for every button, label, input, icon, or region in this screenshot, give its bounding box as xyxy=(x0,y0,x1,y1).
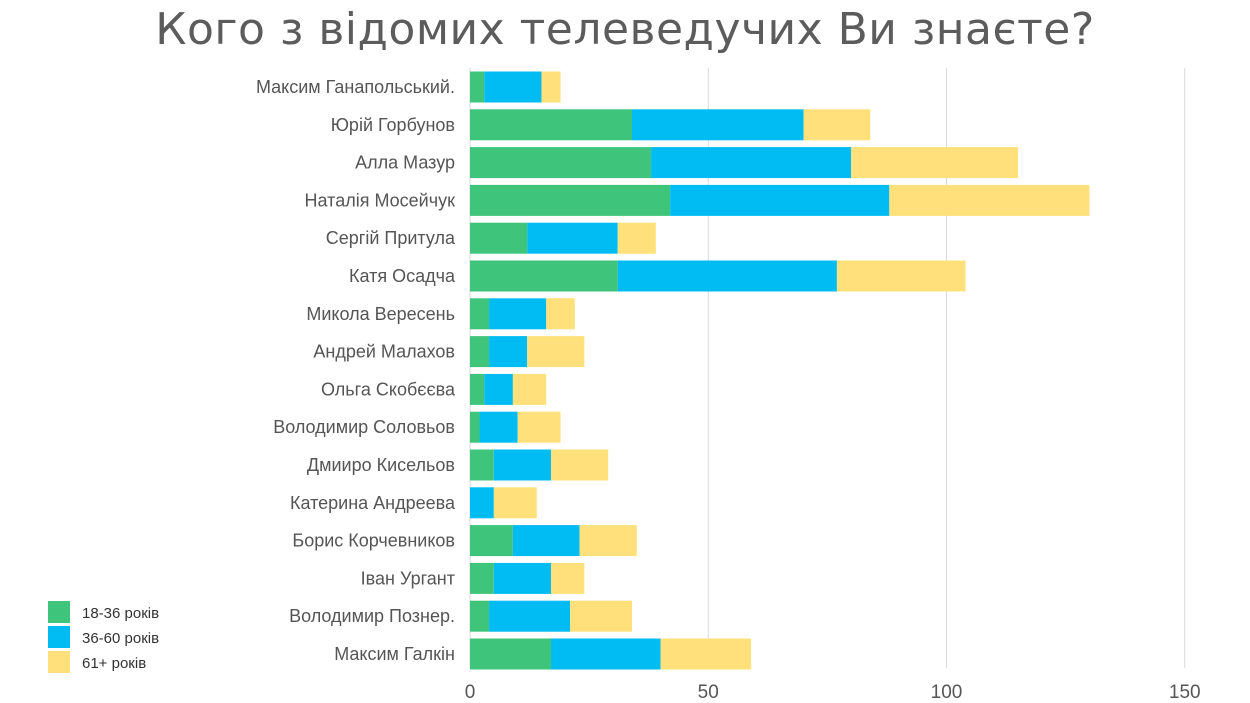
bar-segment-3 xyxy=(541,71,561,103)
bars xyxy=(470,71,1090,670)
bar-segment-2 xyxy=(512,525,580,557)
bar-segment-1 xyxy=(470,600,490,632)
category-label: Микола Вересень xyxy=(306,304,455,324)
bar-segment-1 xyxy=(470,562,494,594)
bar-segment-3 xyxy=(579,525,637,557)
bar-segment-1 xyxy=(470,222,528,254)
legend-label: 61+ років xyxy=(82,655,146,672)
category-label: Борис Корчевников xyxy=(292,531,455,551)
legend-swatch xyxy=(48,626,70,648)
bar-segment-3 xyxy=(517,411,561,443)
bar-segment-3 xyxy=(660,638,752,670)
bar-segment-1 xyxy=(470,336,490,368)
bar-segment-3 xyxy=(617,222,656,254)
category-label: Максим Галкін xyxy=(334,644,455,664)
bar-segment-1 xyxy=(470,184,671,216)
legend-swatch xyxy=(48,651,70,673)
bar-segment-1 xyxy=(470,638,552,670)
category-label: Сергій Притула xyxy=(326,228,456,248)
bar-segment-2 xyxy=(484,71,542,103)
legend-label: 18-36 років xyxy=(82,605,159,622)
bar-segment-2 xyxy=(651,147,852,179)
category-label: Іван Ургант xyxy=(361,568,455,588)
category-label: Максим Ганапольський. xyxy=(256,77,455,97)
category-label: Володимир Познер. xyxy=(289,606,455,626)
bar-segment-2 xyxy=(489,336,528,368)
legend-label: 36-60 років xyxy=(82,630,159,647)
bar-segment-2 xyxy=(527,222,618,254)
category-label: Андрей Малахов xyxy=(313,342,455,362)
bar-segment-3 xyxy=(803,109,871,141)
bar-segment-2 xyxy=(632,109,804,141)
x-tick-label: 100 xyxy=(931,682,963,703)
category-label: Дмииро Кисельов xyxy=(307,455,455,475)
bar-segment-1 xyxy=(470,449,494,481)
category-label: Катя Осадча xyxy=(349,266,456,286)
bar-segment-3 xyxy=(551,562,585,594)
x-tick-label: 150 xyxy=(1169,682,1201,703)
chart-title: Кого з відомих телеведучих Ви знаєте? xyxy=(155,4,1095,55)
bar-segment-1 xyxy=(470,411,480,443)
x-axis-ticks: 0 50 100 150 xyxy=(465,682,1201,703)
bar-segment-2 xyxy=(489,600,571,632)
bar-segment-3 xyxy=(551,449,609,481)
bar-segment-2 xyxy=(617,260,837,292)
bar-segment-3 xyxy=(527,336,585,368)
bar-segment-3 xyxy=(512,373,547,405)
category-label: Юрій Горбунов xyxy=(331,115,455,135)
bar-segment-2 xyxy=(489,298,547,330)
bar-segment-1 xyxy=(470,373,485,405)
bar-segment-3 xyxy=(851,147,1018,179)
category-label: Наталія Мосейчук xyxy=(305,190,456,210)
bar-segment-1 xyxy=(470,525,513,557)
category-labels: Максим Ганапольський. Юрій Горбунов Алла М… xyxy=(256,77,456,664)
bar-segment-1 xyxy=(470,147,652,179)
bar-segment-3 xyxy=(570,600,633,632)
legend-swatch xyxy=(48,601,70,623)
category-label: Ольга Скобєєва xyxy=(321,379,456,399)
bar-segment-2 xyxy=(493,449,552,481)
bar-segment-2 xyxy=(551,638,661,670)
bar-segment-1 xyxy=(470,260,618,292)
bar-segment-3 xyxy=(836,260,966,292)
bar-segment-1 xyxy=(470,71,485,103)
bar-segment-2 xyxy=(670,184,890,216)
bar-segment-1 xyxy=(470,109,633,141)
bar-segment-2 xyxy=(484,373,513,405)
legend: 18-36 років 36-60 років 61+ років xyxy=(48,601,159,673)
x-tick-label: 50 xyxy=(698,682,719,703)
x-tick-label: 0 xyxy=(465,682,476,703)
bar-segment-1 xyxy=(470,298,490,330)
bar-segment-2 xyxy=(479,411,518,443)
category-label: Катерина Андреева xyxy=(290,493,456,513)
bar-segment-3 xyxy=(546,298,575,330)
category-label: Алла Мазур xyxy=(355,153,455,173)
bar-segment-3 xyxy=(493,487,537,519)
bar-segment-2 xyxy=(493,562,552,594)
bar-segment-2 xyxy=(470,487,494,519)
category-label: Володимир Соловьов xyxy=(273,417,455,437)
bar-segment-3 xyxy=(889,184,1090,216)
